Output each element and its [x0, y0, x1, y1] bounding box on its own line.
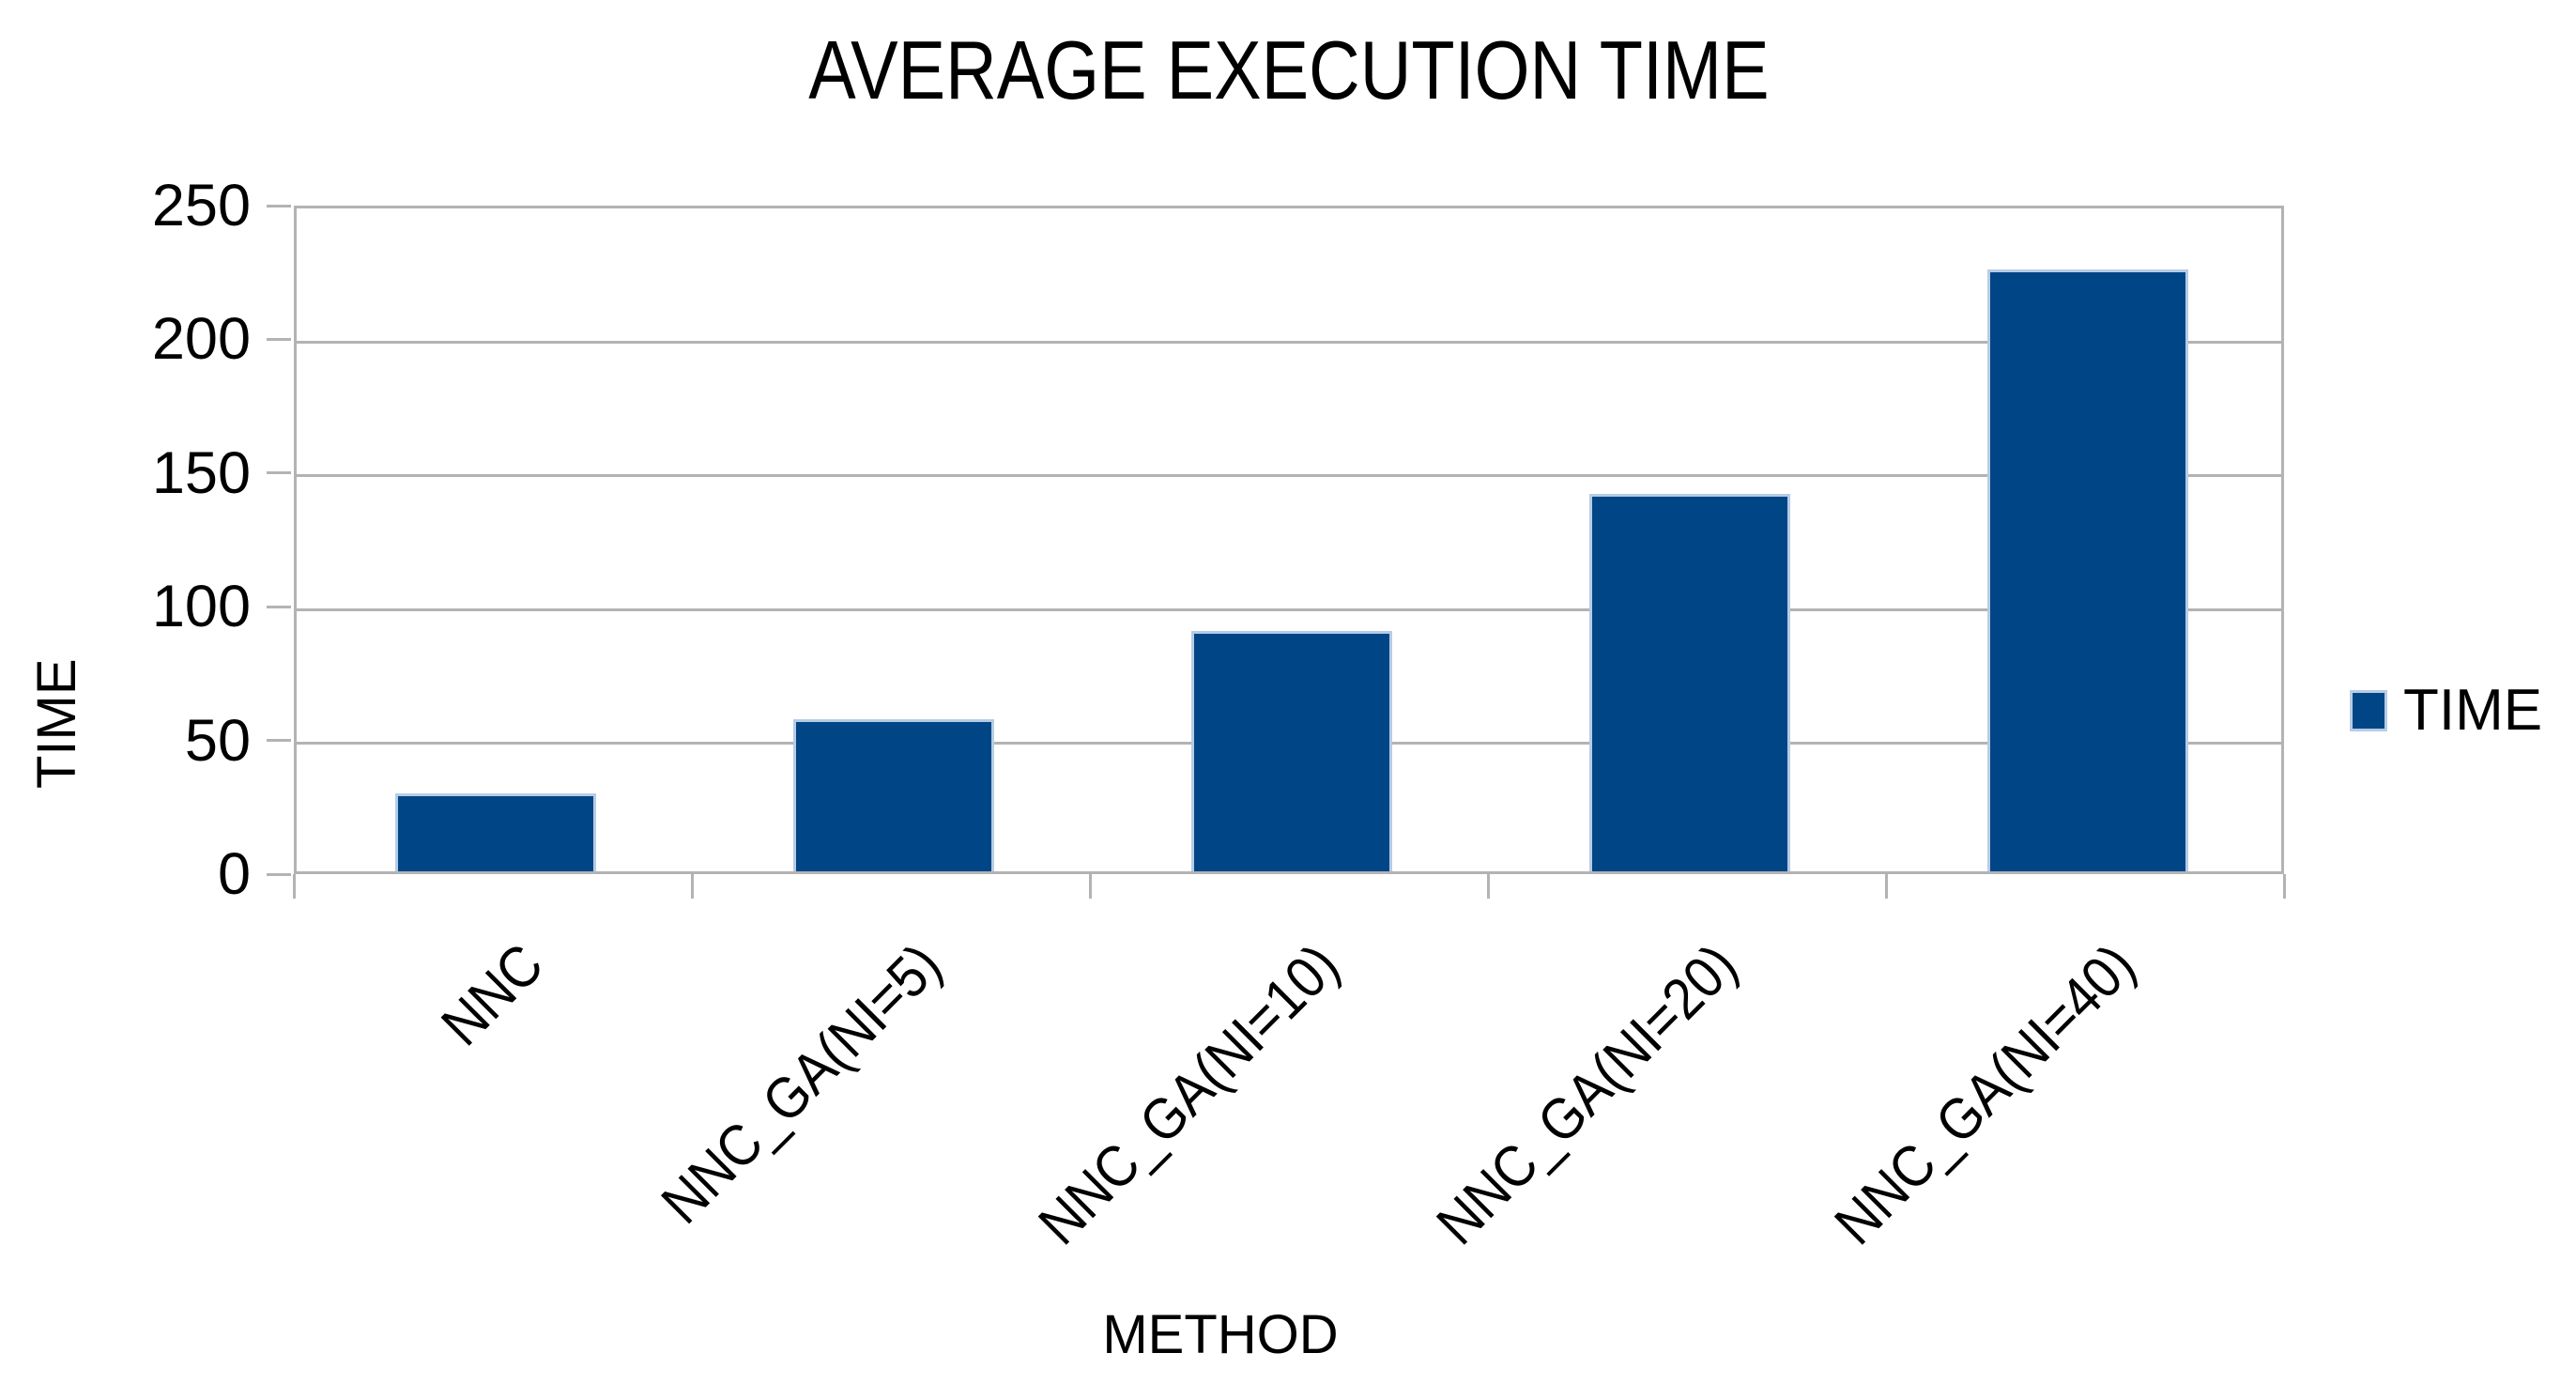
xtick-2 [1088, 874, 1092, 899]
xtick-label-text: NNC_GA(NI=5) [649, 931, 954, 1237]
chart-title-text: AVERAGE EXECUTION TIME [808, 23, 1770, 116]
bar-NNC [395, 793, 596, 871]
xtick-label-text: NNC_GA(NI=10) [1026, 931, 1352, 1257]
xtick-0 [292, 874, 296, 899]
xtick-label-text: NNC [429, 931, 556, 1059]
ytick-50 [267, 739, 291, 743]
xtick-3 [1486, 874, 1490, 899]
bar-NNC_GA(NI=5) [793, 718, 994, 871]
ytick-100 [267, 605, 291, 608]
xtick-1 [690, 874, 694, 899]
legend-label: TIME [2403, 678, 2543, 743]
legend-swatch [2350, 690, 2387, 731]
ytick-label-200: 200 [151, 306, 251, 373]
ytick-200 [267, 337, 291, 341]
xtick-5 [2282, 874, 2286, 899]
ytick-label-250: 250 [151, 173, 251, 238]
xtick-4 [1884, 874, 1888, 899]
legend: TIME [2350, 682, 2542, 740]
x-axis-title: METHOD [1102, 1304, 1339, 1365]
plot-area [294, 206, 2284, 874]
bar-NNC_GA(NI=40) [1987, 269, 2188, 871]
gridline-y-200 [297, 340, 2281, 344]
gridline-y-150 [297, 474, 2281, 478]
ytick-250 [267, 204, 291, 208]
ytick-150 [267, 471, 291, 475]
gridline-y-100 [297, 607, 2281, 611]
ytick-label-50: 50 [184, 707, 251, 774]
xtick-label-text: NNC_GA(NI=40) [1822, 931, 2148, 1257]
bar-NNC_GA(NI=10) [1191, 630, 1392, 871]
y-axis-title: TIME [26, 658, 87, 789]
ytick-label-100: 100 [151, 574, 251, 640]
ytick-label-150: 150 [151, 439, 251, 506]
xtick-label-text: NNC_GA(NI=20) [1424, 931, 1750, 1257]
ytick-0 [267, 872, 291, 876]
ytick-label-0: 0 [217, 841, 251, 907]
bar-NNC_GA(NI=20) [1589, 494, 1790, 871]
chart-title: AVERAGE EXECUTION TIME [294, 28, 2284, 113]
